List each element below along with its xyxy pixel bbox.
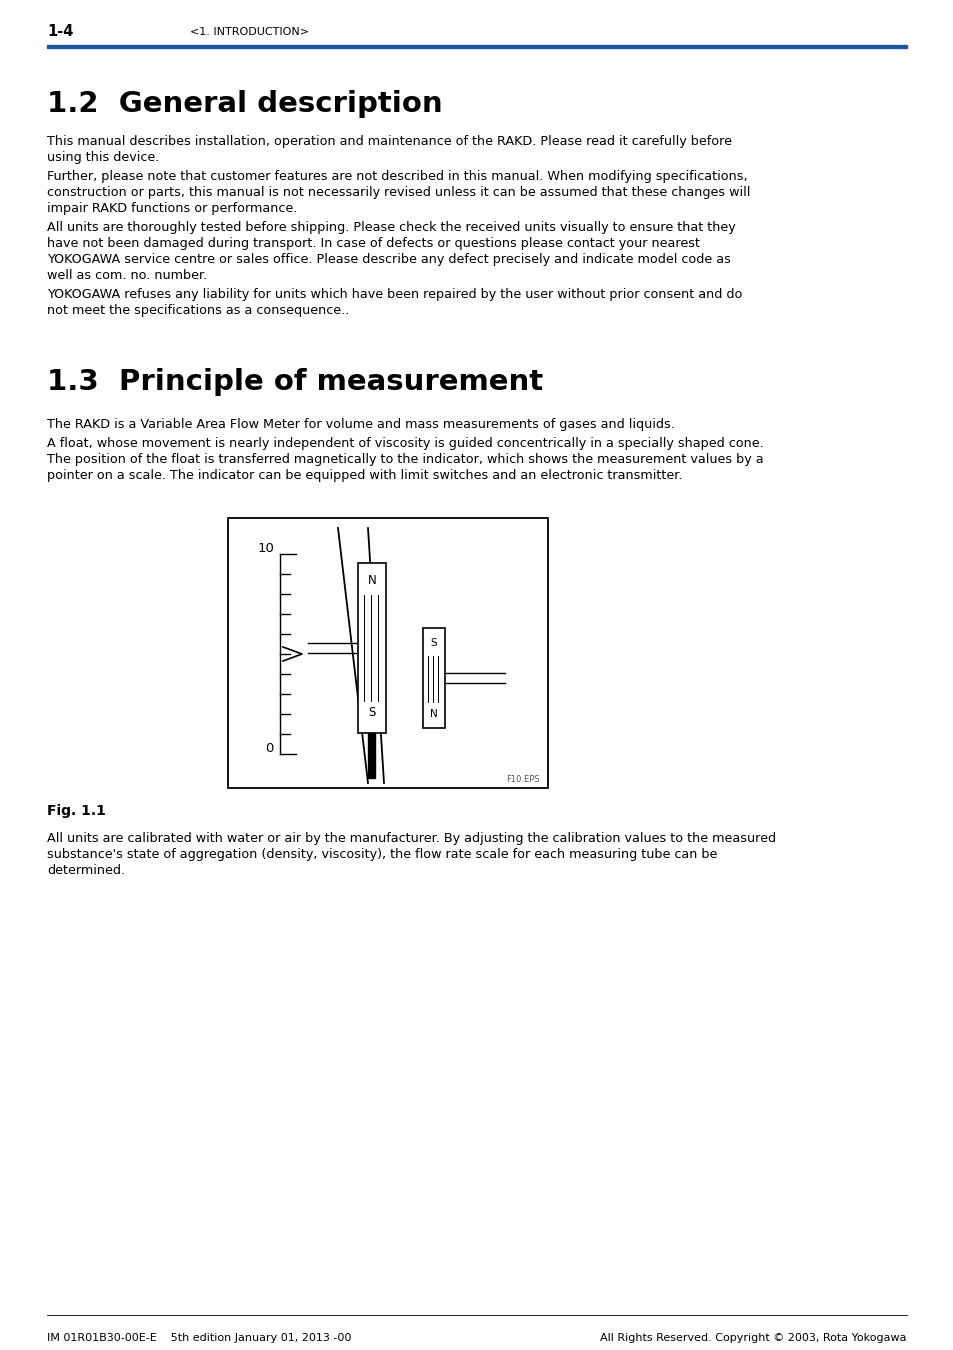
- Text: YOKOGAWA service centre or sales office. Please describe any defect precisely an: YOKOGAWA service centre or sales office.…: [47, 252, 730, 266]
- Text: This manual describes installation, operation and maintenance of the RAKD. Pleas: This manual describes installation, oper…: [47, 135, 731, 148]
- Text: A float, whose movement is nearly independent of viscosity is guided concentrica: A float, whose movement is nearly indepe…: [47, 437, 763, 450]
- Text: 10: 10: [257, 541, 274, 555]
- Text: Fig. 1.1: Fig. 1.1: [47, 805, 106, 818]
- Text: construction or parts, this manual is not necessarily revised unless it can be a: construction or parts, this manual is no…: [47, 186, 750, 198]
- Text: The position of the float is transferred magnetically to the indicator, which sh: The position of the float is transferred…: [47, 454, 762, 466]
- Bar: [357, 563, 386, 733]
- Text: substance's state of aggregation (density, viscosity), the flow rate scale for e: substance's state of aggregation (densit…: [47, 848, 717, 861]
- Text: have not been damaged during transport. In case of defects or questions please c: have not been damaged during transport. …: [47, 238, 700, 250]
- Text: The RAKD is a Variable Area Flow Meter for volume and mass measurements of gases: The RAKD is a Variable Area Flow Meter f…: [47, 418, 674, 431]
- Text: F10.EPS: F10.EPS: [506, 775, 539, 784]
- Text: Further, please note that customer features are not described in this manual. Wh: Further, please note that customer featu…: [47, 170, 747, 184]
- Text: S: S: [430, 639, 436, 648]
- Text: 1.2  General description: 1.2 General description: [47, 90, 442, 117]
- Text: N: N: [367, 575, 376, 587]
- Text: <1. INTRODUCTION>: <1. INTRODUCTION>: [190, 27, 309, 36]
- Bar: [422, 628, 444, 728]
- Text: All units are thoroughly tested before shipping. Please check the received units: All units are thoroughly tested before s…: [47, 221, 735, 234]
- Text: well as com. no. number.: well as com. no. number.: [47, 269, 207, 282]
- Text: 1.3  Principle of measurement: 1.3 Principle of measurement: [47, 369, 542, 396]
- Text: YOKOGAWA refuses any liability for units which have been repaired by the user wi: YOKOGAWA refuses any liability for units…: [47, 288, 741, 301]
- Bar: [228, 518, 547, 788]
- Text: pointer on a scale. The indicator can be equipped with limit switches and an ele: pointer on a scale. The indicator can be…: [47, 468, 681, 482]
- Text: All units are calibrated with water or air by the manufacturer. By adjusting the: All units are calibrated with water or a…: [47, 832, 776, 845]
- Text: All Rights Reserved. Copyright © 2003, Rota Yokogawa: All Rights Reserved. Copyright © 2003, R…: [599, 1332, 906, 1343]
- Text: not meet the specifications as a consequence..: not meet the specifications as a consequ…: [47, 304, 349, 317]
- Text: 0: 0: [265, 743, 274, 755]
- Text: IM 01R01B30-00E-E    5th edition January 01, 2013 -00: IM 01R01B30-00E-E 5th edition January 01…: [47, 1332, 351, 1343]
- Bar: [368, 733, 375, 778]
- Text: impair RAKD functions or performance.: impair RAKD functions or performance.: [47, 202, 297, 215]
- Text: N: N: [430, 709, 437, 720]
- Text: 1-4: 1-4: [47, 24, 73, 39]
- Text: using this device.: using this device.: [47, 151, 159, 163]
- Text: determined.: determined.: [47, 864, 125, 878]
- Bar: [47, 45, 906, 49]
- Text: S: S: [368, 706, 375, 720]
